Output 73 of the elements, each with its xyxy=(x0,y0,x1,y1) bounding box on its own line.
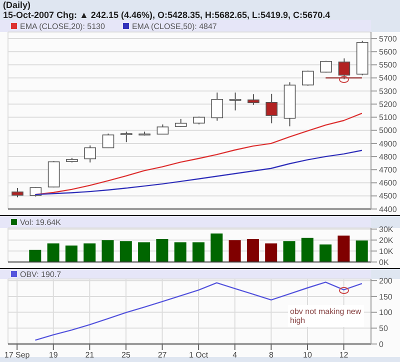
candlestick xyxy=(211,92,224,122)
x-tick-label: 25 xyxy=(122,350,131,360)
y-tick-label: 20K xyxy=(379,236,394,245)
y-tick-label: 5600 xyxy=(379,48,398,57)
candlestick xyxy=(102,133,114,149)
bar xyxy=(65,246,78,262)
bar xyxy=(320,244,332,262)
y-tick-label: 50 xyxy=(379,324,388,333)
line-series xyxy=(34,112,363,196)
line-series xyxy=(34,150,363,196)
bar xyxy=(246,238,259,262)
x-tick-label: 17 Sep xyxy=(4,350,30,360)
x-tick-label: 8 xyxy=(268,350,274,360)
y-tick-label: 5000 xyxy=(379,126,398,136)
bar xyxy=(192,242,204,262)
bar xyxy=(301,238,314,262)
bar xyxy=(338,236,350,262)
legend-label: OBV: 190.7 xyxy=(20,270,62,278)
candlestick xyxy=(229,92,242,111)
bar xyxy=(120,241,132,262)
y-tick-label: 4800 xyxy=(379,152,398,162)
y-tick-label: 5700 xyxy=(379,34,398,44)
y-tick-label: 200 xyxy=(379,276,393,286)
bar xyxy=(138,242,150,262)
candlestick xyxy=(12,188,24,198)
y-tick-label: 5300 xyxy=(379,86,398,96)
candlestick xyxy=(266,93,278,124)
annotation: obv not making new high xyxy=(288,305,364,327)
bar xyxy=(210,233,223,262)
x-tick-label: 19 xyxy=(48,350,58,360)
candlestick xyxy=(120,131,132,143)
bar xyxy=(156,238,168,262)
bar xyxy=(29,250,42,262)
bar xyxy=(228,240,241,262)
legend-label: Vol: 19.64K xyxy=(20,218,61,226)
x-tick-label: 21 xyxy=(85,350,95,360)
x-tick-label: 27 xyxy=(158,350,168,360)
bar xyxy=(174,242,186,262)
y-tick-label: 4600 xyxy=(379,178,398,188)
chart-title: (Daily) xyxy=(3,0,32,10)
y-tick-label: 0 xyxy=(379,340,384,349)
bar xyxy=(102,240,114,262)
y-tick-label: 100 xyxy=(379,308,393,318)
candlestick xyxy=(30,186,42,198)
bar xyxy=(283,241,296,262)
y-tick-label: 4500 xyxy=(379,192,398,201)
x-tick-label: 10 xyxy=(303,350,312,360)
candlestick xyxy=(84,144,96,163)
legend-label: EMA (CLOSE,50): 4847 xyxy=(132,22,217,30)
candlestick xyxy=(156,124,169,135)
y-tick-label: 5200 xyxy=(379,100,398,109)
y-tick-label: 30K xyxy=(379,224,394,234)
bar xyxy=(84,243,96,262)
candlestick xyxy=(302,70,314,86)
legend-label: EMA (CLOSE,20): 5130 xyxy=(20,22,105,30)
chart-subtitle: 15-Oct-2007 Chg: ▲ 242.15 (4.46%), O:5428.35, H:5682.65, L:5419.9, C:5670.4 xyxy=(3,10,332,20)
y-tick-label: 5400 xyxy=(379,74,398,83)
x-tick-label: 12 xyxy=(339,350,349,360)
y-tick-label: 5100 xyxy=(379,113,398,122)
candlestick xyxy=(248,94,260,106)
bar xyxy=(356,240,368,262)
bar xyxy=(265,243,278,262)
x-tick-label: 1 Oct xyxy=(189,350,209,360)
y-tick-label: 10K xyxy=(379,246,394,256)
x-tick-label: 4 xyxy=(232,350,238,360)
y-tick-label: 4400 xyxy=(379,204,398,214)
y-tick-label: 4700 xyxy=(379,166,398,175)
bar xyxy=(47,243,60,262)
y-tick-label: 4900 xyxy=(379,139,398,148)
y-tick-label: 150 xyxy=(379,292,393,302)
line-series xyxy=(34,282,363,341)
y-tick-label: 5500 xyxy=(379,60,398,70)
y-tick-label: 0K xyxy=(379,258,390,267)
